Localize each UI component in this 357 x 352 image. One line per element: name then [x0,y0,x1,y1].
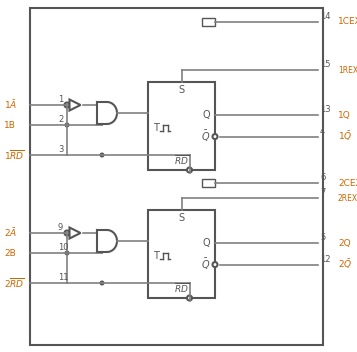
Circle shape [212,134,217,139]
Text: 1Q: 1Q [338,111,351,120]
Text: 12: 12 [320,254,331,264]
Circle shape [187,168,192,172]
Bar [148,210,215,298]
Text: 1REXT/CEXT: 1REXT/CEXT [338,65,357,75]
Polygon shape [70,227,80,239]
Text: S: S [178,213,185,223]
Text: 1: 1 [58,95,63,104]
Bar [148,82,215,170]
Text: $\bar{Q}$: $\bar{Q}$ [201,129,210,144]
Text: $1\bar{Q}$: $1\bar{Q}$ [338,130,352,144]
Text: 2REXT/CEXT: 2REXT/CEXT [338,194,357,202]
Circle shape [100,152,105,157]
Text: S: S [178,85,185,95]
Circle shape [65,102,70,107]
Text: 5: 5 [320,233,325,243]
Bar [30,8,323,345]
Text: 2B: 2B [4,249,16,258]
Text: $2\overline{RD}$: $2\overline{RD}$ [4,276,25,290]
Circle shape [187,295,192,301]
Text: 10: 10 [58,243,69,252]
Text: 9: 9 [58,223,63,232]
Text: 11: 11 [58,273,69,282]
Bar [201,179,215,187]
Text: T: T [153,251,159,261]
Text: $1\bar{A}$: $1\bar{A}$ [4,99,17,112]
Text: Q: Q [202,238,210,249]
Text: $\overline{RD}$: $\overline{RD}$ [174,153,189,167]
Text: 2CEXT: 2CEXT [338,178,357,188]
Bar [201,18,215,26]
Text: 7: 7 [320,188,325,197]
Text: $\overline{RD}$: $\overline{RD}$ [174,281,189,295]
Text: $2\bar{A}$: $2\bar{A}$ [4,227,17,239]
Text: 3: 3 [58,145,64,154]
Text: Q: Q [202,111,210,120]
Text: $\bar{Q}$: $\bar{Q}$ [201,257,210,272]
Text: 15: 15 [320,60,331,69]
Text: $2\bar{Q}$: $2\bar{Q}$ [338,258,352,271]
Circle shape [65,251,70,256]
Text: 4: 4 [320,127,325,136]
Text: 1B: 1B [4,120,16,130]
Text: T: T [153,123,159,133]
Circle shape [65,231,70,235]
Text: 13: 13 [320,106,331,114]
Text: 6: 6 [320,173,325,182]
Text: 2: 2 [58,115,63,124]
Polygon shape [70,100,80,111]
Circle shape [65,122,70,127]
Text: 14: 14 [320,12,331,21]
Text: 2Q: 2Q [338,239,351,248]
Text: 1CEXT: 1CEXT [338,18,357,26]
Text: $1\overline{RD}$: $1\overline{RD}$ [4,148,25,162]
Circle shape [100,281,105,285]
Circle shape [212,262,217,267]
